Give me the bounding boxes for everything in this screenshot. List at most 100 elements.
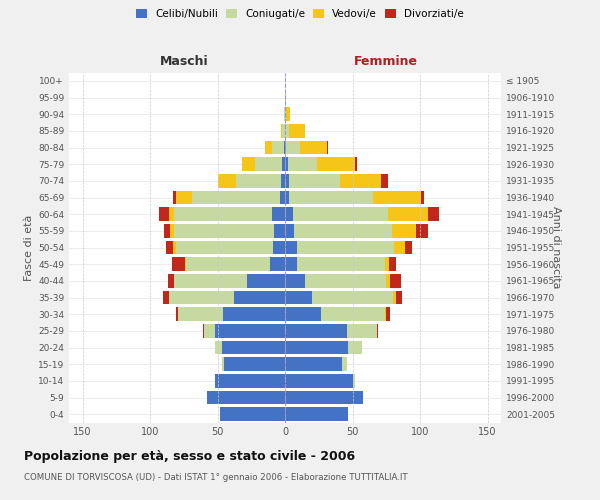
- Bar: [285, 174, 289, 188]
- Bar: [176, 190, 192, 204]
- Bar: [169, 208, 174, 221]
- Bar: [203, 324, 204, 338]
- Bar: [285, 374, 353, 388]
- Bar: [281, 174, 285, 188]
- Text: Femmine: Femmine: [354, 54, 418, 68]
- Bar: [305, 274, 386, 287]
- Bar: [428, 208, 439, 221]
- Bar: [256, 158, 283, 171]
- Bar: [174, 274, 247, 287]
- Bar: [174, 208, 271, 221]
- Bar: [178, 308, 223, 321]
- Bar: [215, 374, 285, 388]
- Bar: [396, 290, 403, 304]
- Bar: [192, 190, 280, 204]
- Bar: [160, 208, 169, 221]
- Bar: [285, 358, 342, 371]
- Bar: [405, 240, 412, 254]
- Bar: [167, 274, 174, 287]
- Bar: [215, 340, 221, 354]
- Bar: [389, 258, 396, 271]
- Bar: [265, 140, 271, 154]
- Bar: [284, 140, 285, 154]
- Bar: [312, 290, 393, 304]
- Bar: [284, 108, 285, 121]
- Bar: [293, 208, 388, 221]
- Bar: [271, 208, 285, 221]
- Bar: [163, 224, 170, 237]
- Bar: [349, 340, 362, 354]
- Bar: [285, 190, 289, 204]
- Bar: [283, 158, 285, 171]
- Bar: [300, 140, 327, 154]
- Text: Popolazione per età, sesso e stato civile - 2006: Popolazione per età, sesso e stato civil…: [24, 450, 355, 463]
- Bar: [285, 90, 286, 104]
- Y-axis label: Anni di nascita: Anni di nascita: [551, 206, 560, 288]
- Bar: [187, 258, 270, 271]
- Bar: [285, 308, 322, 321]
- Bar: [285, 124, 289, 138]
- Bar: [377, 324, 378, 338]
- Bar: [285, 140, 286, 154]
- Text: COMUNE DI TORVISCOSA (UD) - Dati ISTAT 1° gennaio 2006 - Elaborazione TUTTITALIA: COMUNE DI TORVISCOSA (UD) - Dati ISTAT 1…: [24, 472, 407, 482]
- Bar: [242, 158, 256, 171]
- Bar: [173, 190, 176, 204]
- Bar: [385, 258, 389, 271]
- Bar: [286, 108, 290, 121]
- Bar: [176, 240, 273, 254]
- Bar: [285, 208, 293, 221]
- Bar: [221, 358, 224, 371]
- Bar: [285, 108, 286, 121]
- Bar: [169, 290, 234, 304]
- Bar: [322, 308, 385, 321]
- Bar: [373, 190, 421, 204]
- Bar: [388, 208, 428, 221]
- Bar: [285, 324, 347, 338]
- Bar: [176, 308, 178, 321]
- Bar: [285, 224, 295, 237]
- Bar: [393, 290, 396, 304]
- Bar: [355, 158, 356, 171]
- Bar: [289, 190, 373, 204]
- Bar: [273, 240, 285, 254]
- Bar: [247, 274, 285, 287]
- Bar: [285, 290, 312, 304]
- Bar: [285, 408, 349, 421]
- Bar: [224, 358, 285, 371]
- Bar: [285, 340, 349, 354]
- Bar: [386, 308, 391, 321]
- Bar: [280, 190, 285, 204]
- Bar: [347, 324, 377, 338]
- Bar: [381, 174, 388, 188]
- Bar: [391, 274, 401, 287]
- Bar: [185, 258, 187, 271]
- Bar: [392, 224, 416, 237]
- Bar: [285, 258, 297, 271]
- Bar: [174, 224, 274, 237]
- Bar: [386, 274, 391, 287]
- Bar: [285, 274, 305, 287]
- Bar: [297, 240, 394, 254]
- Bar: [353, 374, 355, 388]
- Bar: [172, 258, 185, 271]
- Bar: [394, 240, 405, 254]
- Bar: [236, 174, 281, 188]
- Bar: [217, 174, 236, 188]
- Y-axis label: Fasce di età: Fasce di età: [24, 214, 34, 280]
- Bar: [289, 124, 305, 138]
- Bar: [342, 358, 347, 371]
- Bar: [170, 224, 174, 237]
- Bar: [416, 224, 428, 237]
- Bar: [385, 308, 386, 321]
- Bar: [317, 158, 355, 171]
- Bar: [297, 258, 385, 271]
- Bar: [270, 258, 285, 271]
- Bar: [281, 124, 283, 138]
- Bar: [215, 324, 285, 338]
- Bar: [173, 240, 176, 254]
- Bar: [288, 158, 317, 171]
- Bar: [421, 190, 424, 204]
- Bar: [285, 240, 297, 254]
- Bar: [340, 174, 381, 188]
- Bar: [204, 324, 215, 338]
